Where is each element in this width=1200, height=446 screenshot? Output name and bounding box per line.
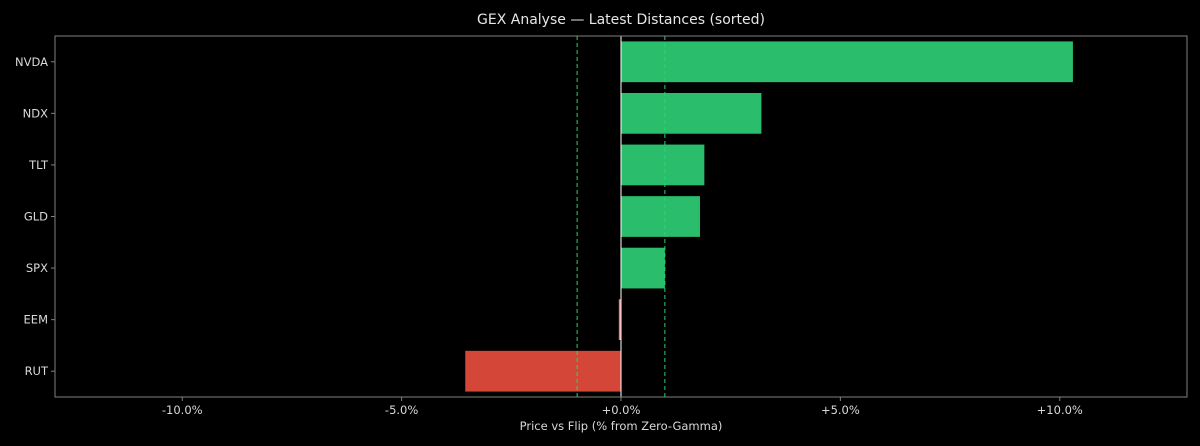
- x-tick-label: +10.0%: [1037, 403, 1083, 417]
- bars-layer: [465, 41, 1073, 392]
- chart-title: GEX Analyse — Latest Distances (sorted): [477, 12, 765, 28]
- y-tick-label-spx: SPX: [26, 261, 48, 275]
- y-tick-label-gld: GLD: [24, 210, 48, 224]
- x-tick-label: -10.0%: [162, 403, 203, 417]
- bar-nvda: [621, 41, 1073, 83]
- x-tick-label: +0.0%: [602, 403, 641, 417]
- y-tick-label-eem: EEM: [24, 313, 48, 327]
- bar-rut: [465, 350, 621, 392]
- bar-spx: [621, 247, 665, 289]
- bar-eem: [618, 299, 621, 341]
- y-tick-label-tlt: TLT: [28, 158, 49, 172]
- x-axis-label: Price vs Flip (% from Zero-Gamma): [520, 419, 723, 433]
- bar-gld: [621, 196, 700, 237]
- y-tick-label-rut: RUT: [25, 364, 49, 378]
- bar-tlt: [621, 144, 705, 186]
- x-tick-label: +5.0%: [821, 403, 860, 417]
- reference-lines-layer: [576, 36, 666, 397]
- y-axis: NVDA NDX TLT GLD SPX EEM RUT: [15, 55, 55, 378]
- x-tick-label: -5.0%: [385, 403, 418, 417]
- x-axis: -10.0% -5.0% +0.0% +5.0% +10.0%: [162, 397, 1083, 417]
- bar-ndx: [621, 92, 762, 134]
- y-tick-label-ndx: NDX: [23, 106, 48, 120]
- y-tick-label-nvda: NVDA: [15, 55, 48, 69]
